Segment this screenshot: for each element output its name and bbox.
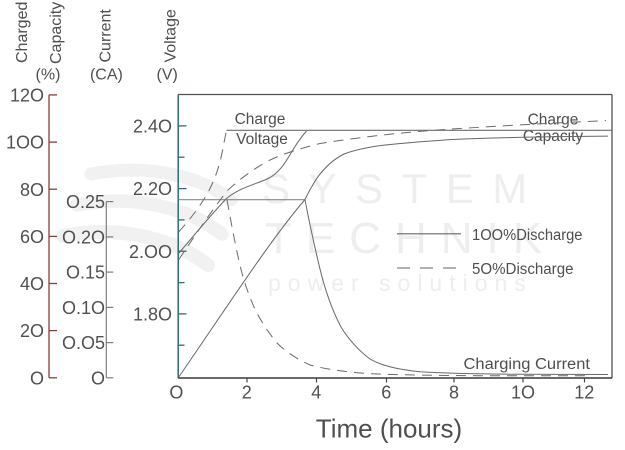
svg-text:O.25: O.25 <box>66 192 105 212</box>
svg-text:1OO%Discharge: 1OO%Discharge <box>472 227 583 244</box>
svg-text:Charge: Charge <box>235 111 286 128</box>
svg-text:8: 8 <box>449 382 459 402</box>
svg-text:1O: 1O <box>511 382 535 402</box>
svg-text:Voltage: Voltage <box>163 9 180 62</box>
svg-text:O: O <box>91 368 105 388</box>
svg-text:Charging Current: Charging Current <box>464 356 591 373</box>
svg-text:12: 12 <box>574 382 594 402</box>
svg-text:1OO: 1OO <box>6 133 44 153</box>
svg-text:O.O5: O.O5 <box>62 333 105 353</box>
svg-text:4O: 4O <box>20 274 44 294</box>
svg-text:8O: 8O <box>20 180 44 200</box>
svg-text:2: 2 <box>242 382 252 402</box>
svg-text:6: 6 <box>381 382 391 402</box>
svg-text:12O: 12O <box>10 86 44 106</box>
svg-text:O.15: O.15 <box>66 263 105 283</box>
svg-text:2.4O: 2.4O <box>133 117 172 137</box>
svg-text:Time (hours): Time (hours) <box>316 414 462 444</box>
svg-text:O: O <box>169 382 183 402</box>
svg-text:4: 4 <box>311 382 321 402</box>
svg-text:1.8O: 1.8O <box>133 305 172 325</box>
svg-text:(V): (V) <box>157 67 178 84</box>
svg-text:2O: 2O <box>20 321 44 341</box>
svg-text:Capacity: Capacity <box>48 2 65 64</box>
svg-text:(CA): (CA) <box>90 67 123 84</box>
svg-text:2.OO: 2.OO <box>129 242 172 262</box>
svg-text:O.2O: O.2O <box>62 228 105 248</box>
svg-text:O.1O: O.1O <box>62 298 105 318</box>
svg-text:2.2O: 2.2O <box>133 179 172 199</box>
svg-text:6O: 6O <box>20 227 44 247</box>
svg-text:5O%Discharge: 5O%Discharge <box>472 261 574 278</box>
svg-text:TECHNIK: TECHNIK <box>265 214 556 263</box>
svg-text:Voltage: Voltage <box>236 131 288 148</box>
svg-text:Charged: Charged <box>14 2 31 63</box>
svg-text:Current: Current <box>98 9 115 63</box>
svg-text:SYSTEM: SYSTEM <box>262 165 546 212</box>
svg-text:O: O <box>30 368 44 388</box>
svg-text:Charge: Charge <box>528 112 579 129</box>
svg-text:(%): (%) <box>36 67 61 84</box>
svg-text:power solutions: power solutions <box>268 270 533 296</box>
